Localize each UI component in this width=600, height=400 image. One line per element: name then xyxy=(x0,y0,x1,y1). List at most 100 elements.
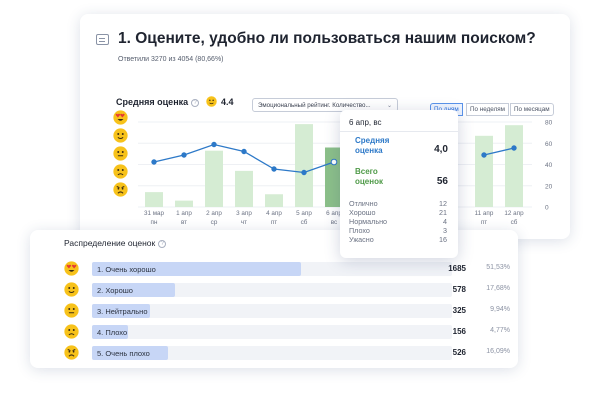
tooltip-row-label: Нормально xyxy=(349,217,388,226)
distribution-label: 5. Очень плохо xyxy=(97,349,150,358)
x-tick-label: 2 апр xyxy=(206,210,222,217)
chart-bar xyxy=(175,200,193,207)
neutral-face-icon xyxy=(113,146,128,161)
distribution-bar xyxy=(92,304,150,318)
tooltip-row-value: 21 xyxy=(439,208,447,217)
tooltip-total-label: Всего оценок xyxy=(355,167,383,186)
x-tick-label: 12 апр xyxy=(504,210,524,217)
tooltip-row-label: Плохо xyxy=(349,226,370,235)
chart-bar xyxy=(205,150,223,207)
distribution-count: 156 xyxy=(452,327,466,336)
x-tick-label: 1 апр xyxy=(176,210,192,217)
ratings-chart: 0 20 40 60 80 31 мар пн 1 апр вт 2 апр ср 3 апр чт 4 … xyxy=(138,120,553,226)
x-tick-weekday: вт xyxy=(181,219,187,226)
responses-count: Ответили 3270 из 4054 (80,66%) xyxy=(118,56,224,63)
sad-face-icon xyxy=(113,164,128,179)
distribution-label: 2. Хорошо xyxy=(97,286,133,295)
chart-bar xyxy=(295,124,313,207)
rating-line xyxy=(483,147,515,156)
distribution-row: 1. Очень хорошо 1685 51,53% xyxy=(30,261,518,276)
tooltip-row: Нормально 4 xyxy=(349,217,449,226)
distribution-percent: 9,94% xyxy=(490,306,510,313)
sad-face-icon xyxy=(64,324,79,339)
tooltip-average-label: Средняя оценка xyxy=(355,136,390,155)
question-title: 1. Оцените, удобно ли пользоваться нашим… xyxy=(118,30,536,47)
period-by-week-button[interactable]: По неделям xyxy=(466,103,509,116)
chart-bar xyxy=(325,147,343,207)
distribution-percent: 51,53% xyxy=(486,264,510,271)
y-tick-label: 40 xyxy=(545,162,553,169)
tooltip-divider xyxy=(340,131,458,132)
tooltip-date: 6 апр, вс xyxy=(349,118,382,127)
tooltip-row: Ужасно 16 xyxy=(349,235,449,244)
distribution-row: 3. Нейтрально 325 9,94% xyxy=(30,303,518,318)
distribution-count: 526 xyxy=(452,348,466,357)
distribution-bar xyxy=(92,346,168,360)
metric-select[interactable]: Эмоциональный рейтинг. Количество... ⌄ xyxy=(252,98,398,112)
chart-tooltip: 6 апр, вс Средняя оценка 4,0 Всего оцено… xyxy=(340,110,458,258)
tooltip-row-value: 12 xyxy=(439,199,447,208)
tooltip-average-value: 4,0 xyxy=(434,144,448,155)
neutral-face-icon xyxy=(64,303,79,318)
tooltip-row: Отлично 12 xyxy=(349,199,449,208)
chart-bar xyxy=(235,170,253,207)
rating-point xyxy=(151,159,157,165)
y-tick-label: 0 xyxy=(545,205,549,212)
x-tick-label: 3 апр xyxy=(236,210,252,217)
distribution-bar-track: 4. Плохо xyxy=(92,325,452,339)
tooltip-row-label: Хорошо xyxy=(349,208,376,217)
distribution-percent: 16,09% xyxy=(486,348,510,355)
x-tick-weekday: чт xyxy=(241,219,247,226)
distribution-bar xyxy=(92,325,128,339)
chart-bar xyxy=(145,192,163,207)
chart-bar xyxy=(505,125,523,207)
metric-select-value: Эмоциональный рейтинг. Количество... xyxy=(258,102,371,109)
x-tick-label: 11 апр xyxy=(475,210,494,217)
tooltip-row-value: 16 xyxy=(439,235,447,244)
distribution-percent: 17,68% xyxy=(486,285,510,292)
comment-icon xyxy=(96,34,109,45)
distribution-row: 2. Хорошо 578 17,68% xyxy=(30,282,518,297)
x-tick-weekday: пт xyxy=(271,219,277,226)
distribution-count: 578 xyxy=(452,285,466,294)
distribution-title: Распределение оценок? xyxy=(64,238,167,248)
smiling-face-icon xyxy=(64,282,79,297)
x-tick-weekday: ср xyxy=(211,219,218,226)
distribution-row: 5. Очень плохо 526 16,09% xyxy=(30,345,518,360)
average-rating-label: Средняя оценка? xyxy=(116,97,200,107)
tooltip-total-value: 56 xyxy=(436,176,448,187)
period-by-month-button[interactable]: По месяцам xyxy=(510,103,554,116)
rating-point xyxy=(330,158,338,166)
angry-face-icon xyxy=(113,182,128,197)
distribution-count: 325 xyxy=(452,306,466,315)
distribution-card: Распределение оценок? 1. Очень хорошо 168… xyxy=(30,230,518,368)
chart-bar xyxy=(475,135,493,207)
distribution-label: 1. Очень хорошо xyxy=(97,265,156,274)
help-icon[interactable]: ? xyxy=(158,240,167,248)
distribution-row: 4. Плохо 156 4,77% xyxy=(30,324,518,339)
average-rating-value: 4.4 xyxy=(221,97,234,107)
tooltip-row-value: 3 xyxy=(443,226,447,235)
distribution-title-text: Распределение оценок xyxy=(64,238,156,248)
smiling-face-icon xyxy=(206,96,217,107)
y-tick-label: 60 xyxy=(545,141,553,148)
help-icon[interactable]: ? xyxy=(191,99,200,107)
x-tick-weekday: пт xyxy=(481,219,487,226)
average-rating-text: Средняя оценка xyxy=(116,97,189,107)
question-card: 1. Оцените, удобно ли пользоваться нашим… xyxy=(80,14,570,239)
distribution-bar xyxy=(92,283,175,297)
rating-point xyxy=(211,141,217,148)
tooltip-row-value: 4 xyxy=(443,217,447,226)
distribution-bar xyxy=(92,262,301,276)
angry-face-icon xyxy=(64,345,79,360)
distribution-bar-track: 2. Хорошо xyxy=(92,283,452,297)
x-tick-weekday: сб xyxy=(511,218,518,226)
distribution-percent: 4,77% xyxy=(490,327,510,334)
x-tick-weekday: сб xyxy=(301,218,308,226)
x-tick-label: 5 апр xyxy=(296,210,312,217)
tooltip-row: Плохо 3 xyxy=(349,226,449,235)
rating-point xyxy=(301,169,307,176)
y-tick-label: 20 xyxy=(545,183,553,190)
distribution-bar-track: 3. Нейтрально xyxy=(92,304,452,318)
tooltip-row-label: Ужасно xyxy=(349,235,374,244)
